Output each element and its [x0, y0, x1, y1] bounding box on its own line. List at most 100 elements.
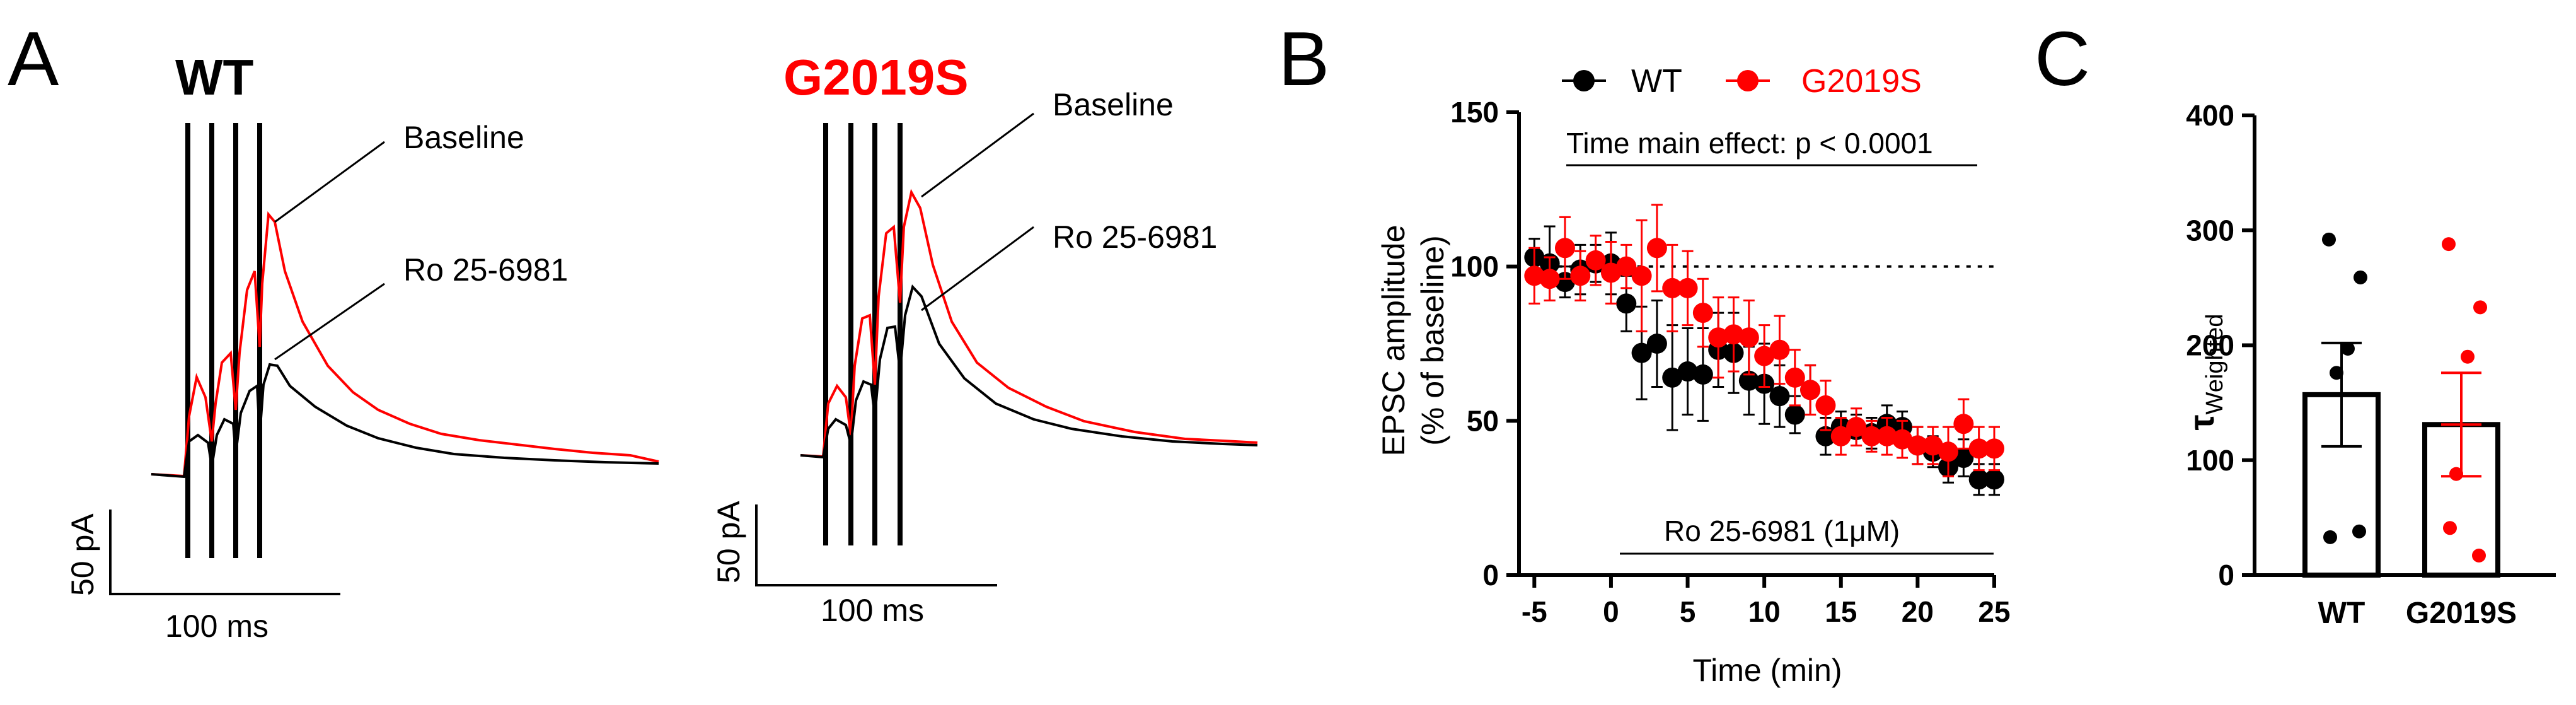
- g2019s-ro-trace: [800, 284, 1258, 459]
- panel-b-annotation-bottom: Ro 25-6981 (1μM): [1664, 515, 1900, 547]
- panel-c-point: [2322, 232, 2336, 247]
- panel-b-point: [1984, 438, 2004, 459]
- wt-ro-leader: [274, 283, 385, 361]
- panel-b-point: [1815, 426, 1836, 446]
- panel-c-point: [2442, 237, 2456, 252]
- panel-b-series-g2019s: [1524, 204, 2004, 477]
- panel-b-point: [1769, 339, 1790, 360]
- panel-c-ytick-label: 400: [2186, 99, 2234, 132]
- wt-scale-bar: [109, 510, 340, 595]
- legend-g2019s-marker: [1737, 70, 1759, 91]
- panel-b-point: [1984, 469, 2004, 490]
- panel-a-wt: WT Baseline Ro 25-6981 50 pA 100 ms: [65, 49, 659, 644]
- panel-b-point: [1600, 262, 1621, 283]
- panel-b-point: [1585, 250, 1606, 271]
- panel-b: B WT G2019S EPSC amplitude (% of baselin…: [1278, 16, 2011, 688]
- panel-b-point: [1646, 238, 1667, 259]
- panel-b-point: [1616, 256, 1637, 277]
- panel-c-bar-group-wt: [2302, 232, 2381, 578]
- panel-c-point: [2323, 530, 2337, 544]
- panel-b-ytick-label: 50: [1467, 404, 1499, 437]
- panel-b-point: [1861, 426, 1882, 446]
- panel-c-point: [2461, 349, 2475, 364]
- panel-b-point: [1907, 435, 1928, 456]
- panel-c-category-label: WT: [2318, 597, 2365, 630]
- panel-b-xtick-label: 15: [1825, 595, 1857, 628]
- panel-letter-c: C: [2035, 16, 2090, 102]
- panel-b-xtick-label: 5: [1680, 595, 1696, 628]
- wt-scale-y-label: 50 pA: [65, 513, 100, 596]
- wt-stimulus-artifacts: [185, 123, 262, 558]
- wt-ro-trace: [151, 363, 659, 479]
- panel-b-point: [1784, 404, 1805, 425]
- panel-b-point: [1953, 414, 1974, 434]
- wt-scale-x-label: 100 ms: [165, 609, 269, 644]
- panel-b-point: [1968, 438, 1989, 459]
- panel-b-point: [1876, 426, 1897, 446]
- panel-b-point: [1723, 324, 1744, 345]
- panel-b-point: [1662, 277, 1683, 298]
- panel-b-point: [1830, 426, 1851, 446]
- panel-b-annotation-top: Time main effect: p < 0.0001: [1566, 127, 1933, 160]
- legend-wt-label: WT: [1631, 63, 1682, 100]
- g2019s-baseline-label: Baseline: [1053, 87, 1174, 122]
- panel-b-point: [1846, 417, 1867, 438]
- panel-letter-a: A: [8, 16, 59, 102]
- panel-b-point: [1554, 238, 1575, 259]
- panel-c-point: [2354, 270, 2367, 284]
- panel-b-ytick-label: 0: [1482, 559, 1499, 591]
- panel-b-point: [1738, 370, 1759, 391]
- panel-a-wt-title: WT: [175, 49, 254, 105]
- g2019s-scale-y-label: 50 pA: [711, 501, 746, 583]
- panel-b-ylabel-line2: (% of baseline): [1415, 235, 1450, 446]
- panel-b-point: [1631, 265, 1652, 286]
- panel-b-point: [1738, 327, 1759, 348]
- panel-b-point: [1677, 277, 1698, 298]
- panel-b-point: [1524, 265, 1545, 286]
- panel-c-ylabel: τWeighted: [2181, 314, 2228, 431]
- panel-c-point: [2341, 341, 2355, 356]
- panel-c-ytick-label: 300: [2186, 214, 2234, 247]
- panel-a-g2019s-title: G2019S: [783, 49, 969, 105]
- panel-b-point: [1800, 380, 1821, 400]
- panel-b-legend: WT G2019S: [1562, 63, 1922, 100]
- panel-b-xtick-label: 20: [1902, 595, 1934, 628]
- panel-b-point: [1692, 364, 1713, 385]
- panel-b-point: [1662, 367, 1683, 388]
- wt-baseline-trace: [151, 211, 659, 478]
- panel-c-point: [2443, 521, 2457, 535]
- wt-baseline-label: Baseline: [403, 120, 524, 155]
- panel-b-point: [1616, 293, 1637, 314]
- g2019s-ro-label: Ro 25-6981: [1053, 219, 1217, 255]
- panel-b-point: [1968, 469, 1989, 490]
- legend-g2019s-label: G2019S: [1801, 63, 1922, 100]
- panel-c-ytick-label: 200: [2186, 329, 2234, 362]
- panel-c-point: [2472, 549, 2486, 563]
- g2019s-baseline-trace: [800, 189, 1258, 458]
- panel-b-ytick-label: 100: [1450, 250, 1499, 283]
- panel-b-xlabel: Time (min): [1692, 653, 1842, 688]
- panel-letter-b: B: [1278, 16, 1329, 102]
- panel-c-point: [2449, 467, 2463, 481]
- g2019s-stimulus-artifacts: [823, 123, 903, 545]
- panel-c-point: [2330, 366, 2343, 380]
- g2019s-baseline-leader: [921, 112, 1034, 198]
- panel-b-point: [1570, 265, 1591, 286]
- panel-a: A WT Baseline Ro 25-6981: [8, 16, 1258, 644]
- panel-b-xtick-label: 25: [1978, 595, 2010, 628]
- panel-b-point: [1708, 327, 1729, 348]
- panel-b-xtick-label: 10: [1748, 595, 1781, 628]
- panel-b-point: [1938, 441, 1959, 462]
- panel-c-bar-group-g2019s: [2422, 237, 2500, 578]
- panel-c-point: [2473, 300, 2487, 315]
- panel-b-point: [1922, 435, 1943, 456]
- g2019s-ro-leader: [921, 226, 1034, 312]
- panel-c-plot: 0 100 200 300 400 WT G2019S: [2186, 99, 2556, 630]
- panel-c-ytick-label: 0: [2218, 559, 2234, 591]
- legend-wt-marker: [1573, 70, 1595, 91]
- panel-b-point: [1677, 361, 1698, 382]
- panel-a-g2019s: G2019S Baseline Ro 25-6981 50 pA 100 ms: [711, 49, 1258, 628]
- panel-b-point: [1631, 342, 1652, 363]
- panel-b-plot: 0 50 100 150 -5 0 5 10 15 20 25: [1450, 96, 2010, 628]
